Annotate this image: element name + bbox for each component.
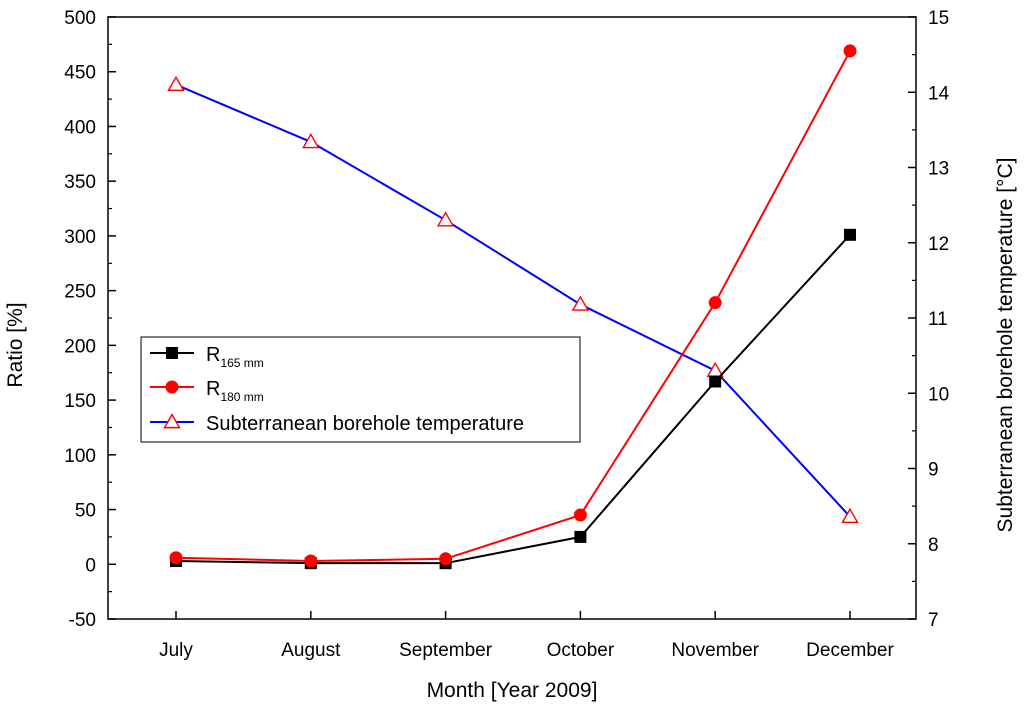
y2-tick-label: 11 <box>928 309 948 330</box>
y2-tick-label: 7 <box>928 610 939 631</box>
y-tick-label: 0 <box>85 555 96 576</box>
y2-tick-label: 12 <box>928 234 949 255</box>
series-line <box>175 234 851 565</box>
x-tick-label: October <box>547 640 615 661</box>
x-tick-label: November <box>671 640 759 661</box>
data-point <box>841 507 859 523</box>
x-tick-label: August <box>281 640 341 661</box>
legend-marker <box>165 380 179 394</box>
y2-tick-label: 14 <box>928 83 950 104</box>
y2-axis-tick-labels: 7 8 9 10 11 12 13 14 15 <box>928 8 950 631</box>
y-tick-label: 450 <box>64 63 96 84</box>
y-tick-label: 100 <box>64 446 96 467</box>
x-tick-label: December <box>806 640 894 661</box>
y2-axis-title: Subterranean borehole temperature [°C] <box>994 158 1017 533</box>
data-point <box>167 75 185 92</box>
y-axis-tick-labels: -50 0 50 100 150 200 250 300 350 400 450 500 <box>64 8 96 631</box>
y-tick-label: 300 <box>64 227 96 248</box>
y-tick-label: 400 <box>64 117 96 138</box>
y-tick-label: 150 <box>64 391 96 412</box>
y2-tick-label: 10 <box>928 384 949 405</box>
data-point <box>439 552 453 566</box>
y2-tick-label: 8 <box>928 535 939 556</box>
legend-marker <box>163 413 181 429</box>
series-r180-mm <box>169 44 857 568</box>
data-point <box>573 508 587 522</box>
data-point <box>844 228 856 241</box>
y-axis-title: Ratio [%] <box>4 302 27 387</box>
series-subterranean-borehole-temperature <box>167 75 859 523</box>
series-line <box>175 83 851 518</box>
y-tick-label: 250 <box>64 282 96 303</box>
y-tick-label: 200 <box>64 336 96 357</box>
legend-box <box>140 336 581 443</box>
data-point <box>708 296 722 310</box>
data-point <box>436 211 455 227</box>
data-point <box>574 530 587 543</box>
series-layer <box>167 44 859 570</box>
legend-item: Subterranean borehole temperature <box>150 413 524 435</box>
x-tick-label: September <box>399 640 493 661</box>
legend-label: R180 mm <box>206 378 264 404</box>
data-point <box>302 133 320 149</box>
y-tick-label: -50 <box>69 610 96 631</box>
legend-item: R180 mm <box>150 378 264 404</box>
legend-marker <box>166 347 178 359</box>
legend-label: Subterranean borehole temperature <box>206 413 524 435</box>
y2-tick-label: 13 <box>928 159 949 180</box>
legend-item: R165 mm <box>150 344 264 370</box>
x-tick-label: July <box>159 640 193 661</box>
y2-tick-label: 9 <box>928 460 939 481</box>
y2-tick-label: 15 <box>928 8 949 29</box>
y-tick-label: 500 <box>64 8 96 29</box>
data-point <box>843 44 857 58</box>
x-axis-title: Month [Year 2009] <box>427 679 598 702</box>
y-tick-label: 350 <box>64 172 96 193</box>
axis-ticks <box>108 16 916 620</box>
x-axis-tick-labels: July August September October November Decemb… <box>159 640 894 661</box>
series-line <box>175 50 851 562</box>
data-point <box>571 295 590 311</box>
y-tick-label: 50 <box>75 501 96 522</box>
data-point <box>169 551 183 565</box>
legend-label: R165 mm <box>206 344 264 370</box>
data-point <box>709 375 722 388</box>
data-point <box>304 554 318 568</box>
legend: R165 mm R180 mm Subterranean borehole temp… <box>140 336 581 443</box>
